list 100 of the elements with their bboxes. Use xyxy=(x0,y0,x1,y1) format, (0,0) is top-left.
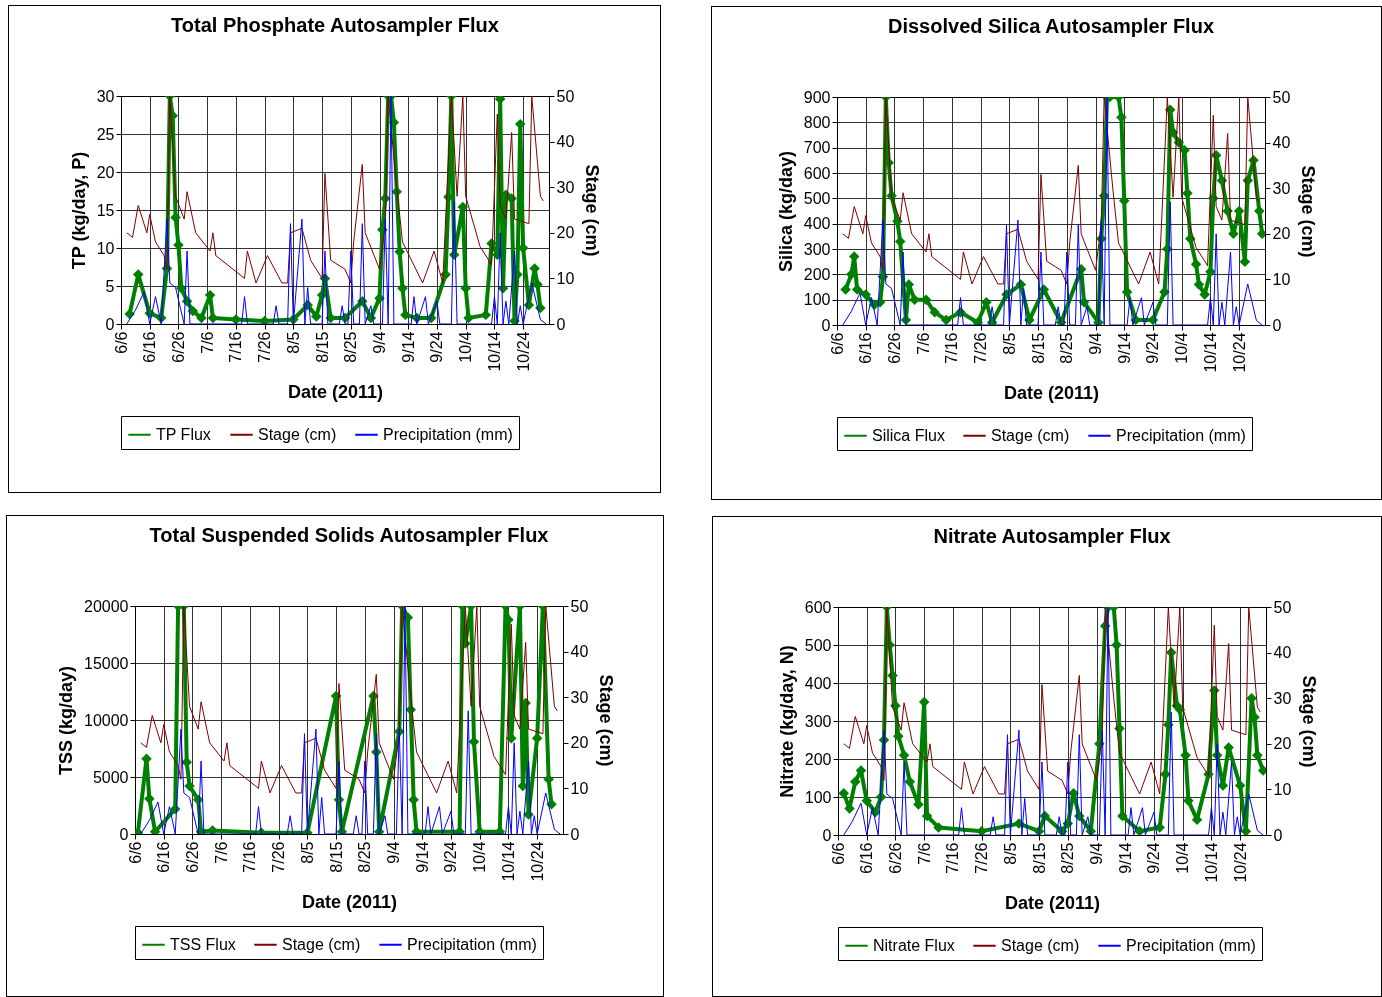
y-tick-label: 5000 xyxy=(92,768,129,786)
y2-tick-label: 30 xyxy=(1272,179,1291,197)
x-tick-label: 8/5 xyxy=(298,841,316,864)
x-tick-label: 10/4 xyxy=(1173,842,1191,874)
y-tick-label: 0 xyxy=(105,315,115,333)
y-tick-label: 700 xyxy=(803,139,831,157)
x-axis-title: Date (2011) xyxy=(287,381,383,402)
y-tick-label: 100 xyxy=(804,788,832,806)
legend-label: Stage (cm) xyxy=(281,935,360,953)
y2-tick-label: 40 xyxy=(556,133,574,151)
y2-tick-label: 30 xyxy=(556,178,574,196)
x-tick-label: 7/16 xyxy=(943,842,961,874)
x-tick-label: 6/16 xyxy=(857,332,875,364)
y2-axis-title: Stage (cm) xyxy=(595,674,616,767)
x-tick-label: 9/4 xyxy=(370,331,388,354)
x-tick-label: 8/25 xyxy=(1058,842,1076,874)
y2-tick-label: 40 xyxy=(570,643,588,661)
x-tick-label: 7/26 xyxy=(269,841,287,873)
x-tick-label: 6/26 xyxy=(886,842,904,874)
legend-label: Precipitation (mm) xyxy=(1116,426,1246,444)
x-tick-label: 9/14 xyxy=(413,841,431,873)
y-tick-label: 20 xyxy=(96,163,115,181)
y2-tick-label: 20 xyxy=(1273,735,1291,753)
y2-tick-label: 50 xyxy=(556,87,574,105)
x-tick-label: 10/24 xyxy=(528,841,546,882)
y-tick-label: 15 xyxy=(96,201,115,219)
legend-label: Precipitation (mm) xyxy=(406,935,537,953)
y-tick-label: 10000 xyxy=(83,711,129,729)
y-axis-title: TSS (kg/day) xyxy=(55,665,76,776)
y-tick-label: 0 xyxy=(119,825,129,843)
x-tick-label: 6/16 xyxy=(154,841,172,873)
x-tick-label: 8/15 xyxy=(1029,332,1047,364)
x-tick-label: 7/16 xyxy=(943,332,961,364)
x-tick-label: 10/14 xyxy=(1201,332,1219,373)
x-tick-label: 7/26 xyxy=(255,331,273,363)
x-tick-label: 8/25 xyxy=(341,331,359,363)
x-tick-label: 9/14 xyxy=(1116,842,1134,874)
y2-axis-title: Stage (cm) xyxy=(581,164,602,257)
x-tick-label: 9/4 xyxy=(384,841,402,864)
y2-tick-label: 20 xyxy=(570,734,588,752)
x-tick-label: 8/5 xyxy=(284,331,302,354)
x-tick-label: 10/14 xyxy=(485,331,503,372)
legend-label: TP Flux xyxy=(155,425,211,443)
x-tick-label: 10/14 xyxy=(499,841,517,882)
y-tick-label: 500 xyxy=(803,189,831,207)
y-tick-label: 0 xyxy=(821,316,831,334)
y-tick-label: 10 xyxy=(96,239,115,257)
y2-tick-label: 50 xyxy=(1273,598,1291,616)
y2-tick-label: 50 xyxy=(570,597,588,615)
y-tick-label: 900 xyxy=(803,88,831,106)
x-tick-label: 10/14 xyxy=(1202,842,1220,883)
y-tick-label: 300 xyxy=(803,240,831,258)
y-tick-label: 5 xyxy=(105,277,115,295)
x-tick-label: 6/26 xyxy=(169,331,187,363)
x-tick-label: 10/24 xyxy=(1230,332,1248,373)
y-axis-title: Silica (kg/day) xyxy=(775,150,796,273)
x-tick-label: 6/16 xyxy=(857,842,875,874)
chart-title: Dissolved Silica Autosampler Flux xyxy=(887,15,1215,37)
x-tick-label: 10/4 xyxy=(470,841,488,873)
y2-tick-label: 20 xyxy=(1272,225,1291,243)
y-tick-label: 0 xyxy=(822,826,832,844)
x-tick-label: 6/6 xyxy=(126,841,143,864)
y-axis-title: Nitrate (kg/day, N) xyxy=(776,645,797,798)
y2-axis-title: Stage (cm) xyxy=(1298,675,1319,768)
y2-tick-label: 20 xyxy=(556,224,574,242)
x-tick-label: 8/15 xyxy=(313,331,331,363)
x-tick-label: 9/4 xyxy=(1087,332,1105,355)
y-tick-label: 200 xyxy=(803,265,831,283)
y2-tick-label: 0 xyxy=(1273,826,1282,844)
legend-label: Stage (cm) xyxy=(257,425,336,443)
x-tick-label: 10/24 xyxy=(514,331,532,372)
y2-axis-title: Stage (cm) xyxy=(1298,165,1319,258)
chart-title: Total Suspended Solids Autosampler Flux xyxy=(149,524,548,546)
y-tick-label: 600 xyxy=(803,164,831,182)
y2-tick-label: 30 xyxy=(1273,689,1291,707)
x-tick-label: 8/5 xyxy=(1000,332,1018,355)
x-tick-label: 7/16 xyxy=(240,841,258,873)
x-tick-label: 6/26 xyxy=(183,841,201,873)
chart-title: Total Phosphate Autosampler Flux xyxy=(170,14,499,36)
x-tick-label: 9/4 xyxy=(1087,842,1105,865)
y2-tick-label: 10 xyxy=(556,269,574,287)
legend-label: TSS Flux xyxy=(169,935,236,953)
x-axis-title: Date (2011) xyxy=(301,891,397,912)
x-tick-label: 8/15 xyxy=(1030,842,1048,874)
x-tick-label: 7/26 xyxy=(972,842,990,874)
x-tick-label: 10/4 xyxy=(456,331,474,363)
x-tick-label: 6/26 xyxy=(885,332,903,364)
chart-title: Nitrate Autosampler Flux xyxy=(932,525,1171,547)
x-tick-label: 9/14 xyxy=(1115,332,1133,364)
y2-tick-label: 40 xyxy=(1272,134,1291,152)
x-tick-label: 6/6 xyxy=(829,842,846,865)
y-tick-label: 500 xyxy=(804,636,832,654)
y-tick-label: 800 xyxy=(803,113,831,131)
y2-tick-label: 0 xyxy=(570,825,579,843)
x-tick-label: 8/25 xyxy=(1058,332,1076,364)
x-tick-label: 7/6 xyxy=(212,841,230,864)
x-tick-label: 10/24 xyxy=(1231,842,1249,883)
x-tick-label: 7/16 xyxy=(226,331,244,363)
y-tick-label: 300 xyxy=(804,712,832,730)
x-tick-label: 9/14 xyxy=(399,331,417,363)
